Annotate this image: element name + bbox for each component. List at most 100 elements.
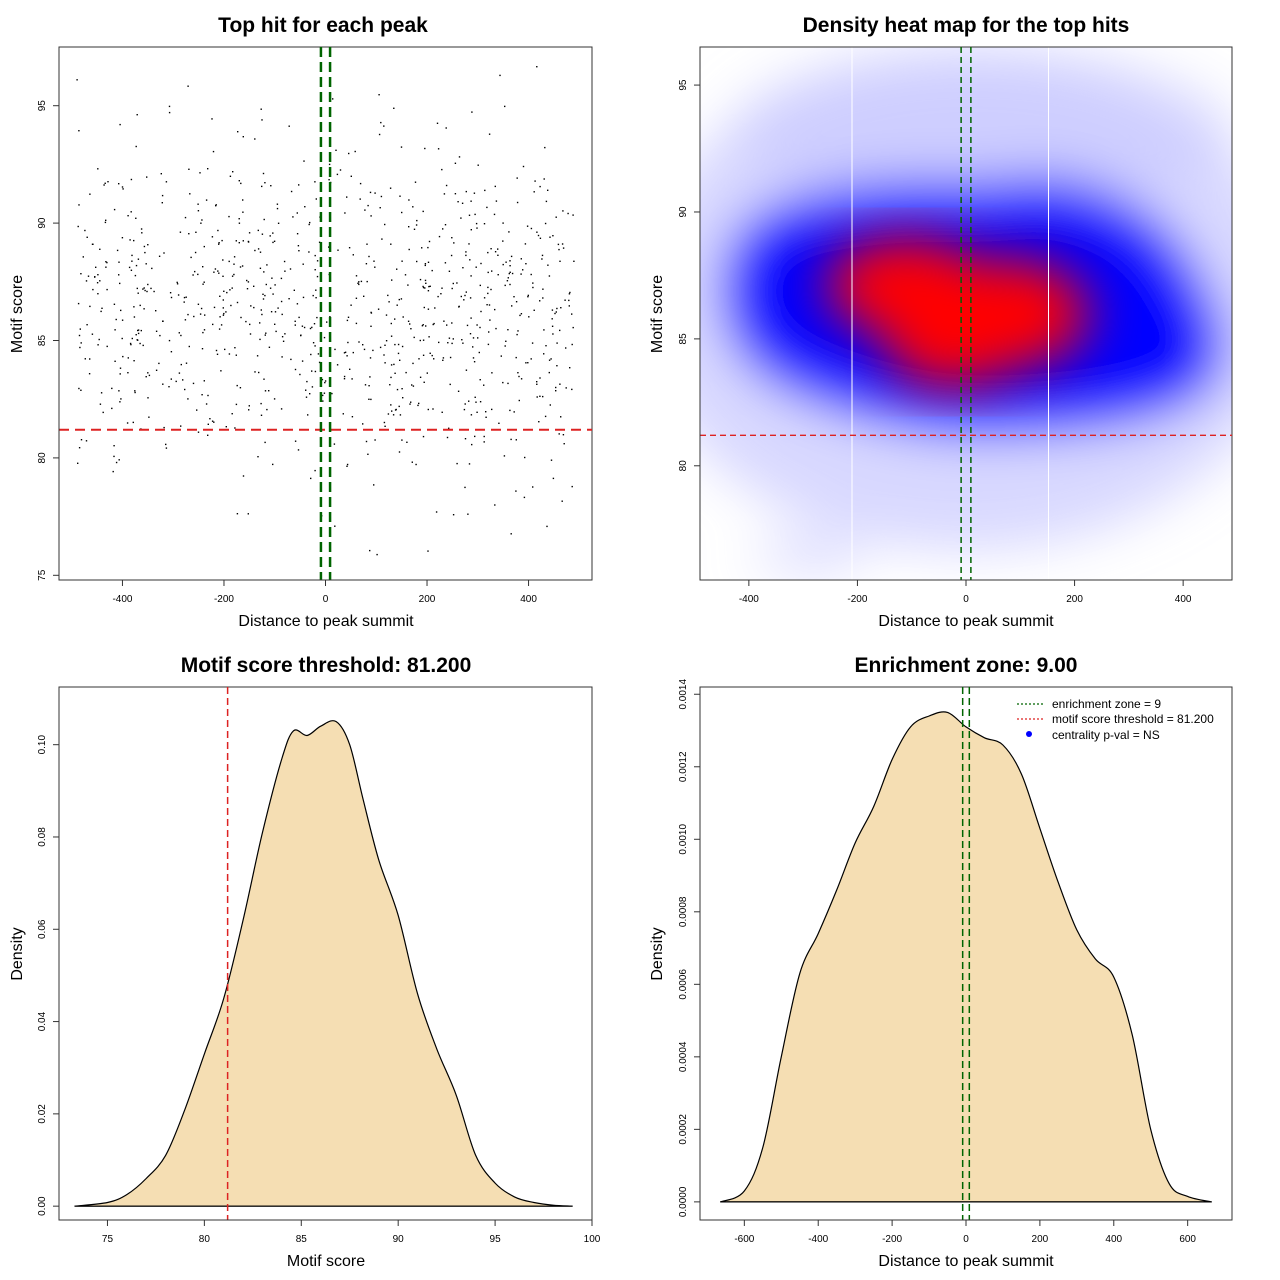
scatter-point [235, 354, 237, 356]
scatter-point [99, 280, 101, 282]
scatter-point [346, 355, 348, 357]
scatter-point [536, 383, 538, 385]
scatter-point [494, 308, 496, 311]
scatter-point [290, 190, 293, 193]
scatter-point [522, 165, 525, 168]
scatter-point [168, 105, 171, 108]
chart-title: Motif score threshold: 81.200 [181, 654, 472, 677]
scatter-point [213, 306, 216, 309]
scatter-point [343, 375, 346, 378]
scatter-point [314, 469, 316, 472]
scatter-point [257, 229, 259, 232]
scatter-point [97, 293, 99, 295]
scatter-point [355, 275, 358, 277]
scatter-point [294, 320, 296, 322]
scatter-point [401, 439, 403, 441]
scatter-point [84, 229, 86, 232]
scatter-point [308, 223, 310, 226]
scatter-point [242, 475, 245, 477]
scatter-point [394, 318, 396, 320]
scatter-point [102, 411, 104, 414]
scatter-point [323, 336, 326, 339]
scatter-point [133, 316, 136, 318]
scatter-point [233, 256, 236, 258]
y-tick-label: 0.0012 [678, 751, 689, 782]
scatter-point [253, 285, 255, 287]
scatter-point [147, 372, 149, 374]
scatter-point [77, 302, 80, 305]
scatter-point [142, 344, 144, 347]
scatter-point [550, 358, 552, 360]
scatter-point [486, 206, 488, 209]
scatter-point [390, 335, 393, 337]
scatter-point [428, 240, 431, 243]
scatter-point [161, 194, 164, 197]
scatter-point [189, 193, 191, 195]
scatter-point [147, 283, 149, 286]
scatter-point [280, 300, 283, 303]
scatter-point [438, 235, 441, 238]
scatter-point [225, 426, 227, 428]
scatter-point [283, 260, 286, 263]
scatter-point [450, 254, 453, 257]
scatter-point [384, 362, 386, 364]
x-tick-label: 200 [1066, 594, 1083, 605]
scatter-point [510, 438, 512, 441]
scatter-point [298, 184, 300, 186]
scatter-point [188, 345, 190, 348]
scatter-point [390, 376, 392, 379]
scatter-point [298, 250, 300, 252]
scatter-point [476, 411, 478, 413]
scatter-point [265, 283, 267, 286]
scatter-point [383, 125, 385, 127]
scatter-point [288, 298, 290, 300]
scatter-point [416, 260, 418, 263]
scatter-point [355, 297, 358, 299]
scatter-point [370, 325, 372, 327]
scatter-point [197, 203, 199, 205]
scatter-point [397, 343, 400, 346]
scatter-point [248, 232, 251, 234]
scatter-point [162, 320, 164, 322]
scatter-point [449, 356, 452, 359]
scatter-point [362, 423, 364, 425]
scatter-point [536, 381, 538, 383]
scatter-point [427, 308, 430, 310]
scatter-point [155, 369, 158, 371]
scatter-point [409, 323, 411, 325]
scatter-point [288, 125, 290, 127]
scatter-point [82, 256, 84, 258]
scatter-point [390, 404, 392, 406]
scatter-point [494, 504, 496, 506]
scatter-point [228, 215, 230, 218]
scatter-point [137, 329, 139, 332]
x-axis: -400 -200 0 200 400 [112, 579, 537, 605]
scatter-point [264, 294, 266, 297]
scatter-point [405, 371, 407, 374]
scatter-point [515, 301, 518, 303]
scatter-point [273, 240, 276, 242]
scatter-point [431, 354, 433, 357]
scatter-point [374, 192, 376, 194]
scatter-point [264, 182, 266, 184]
y-tick-label: 0.0004 [678, 1041, 689, 1072]
scatter-point [113, 445, 115, 447]
scatter-point [351, 416, 354, 418]
scatter-point [343, 352, 346, 354]
scatter-point [203, 380, 205, 382]
scatter-point [520, 313, 523, 315]
scatter-point [381, 238, 383, 240]
scatter-point [378, 94, 380, 96]
scatter-point [137, 329, 140, 331]
scatter-point [366, 243, 368, 245]
scatter-point [452, 338, 454, 340]
scatter-point [477, 164, 479, 166]
scatter-point [506, 280, 509, 282]
scatter-point [556, 342, 558, 344]
scatter-point [369, 357, 372, 359]
scatter-point [502, 381, 504, 384]
scatter-point [134, 390, 136, 392]
scatter-point [219, 295, 221, 297]
scatter-point [568, 305, 570, 307]
scatter-point [408, 226, 410, 228]
